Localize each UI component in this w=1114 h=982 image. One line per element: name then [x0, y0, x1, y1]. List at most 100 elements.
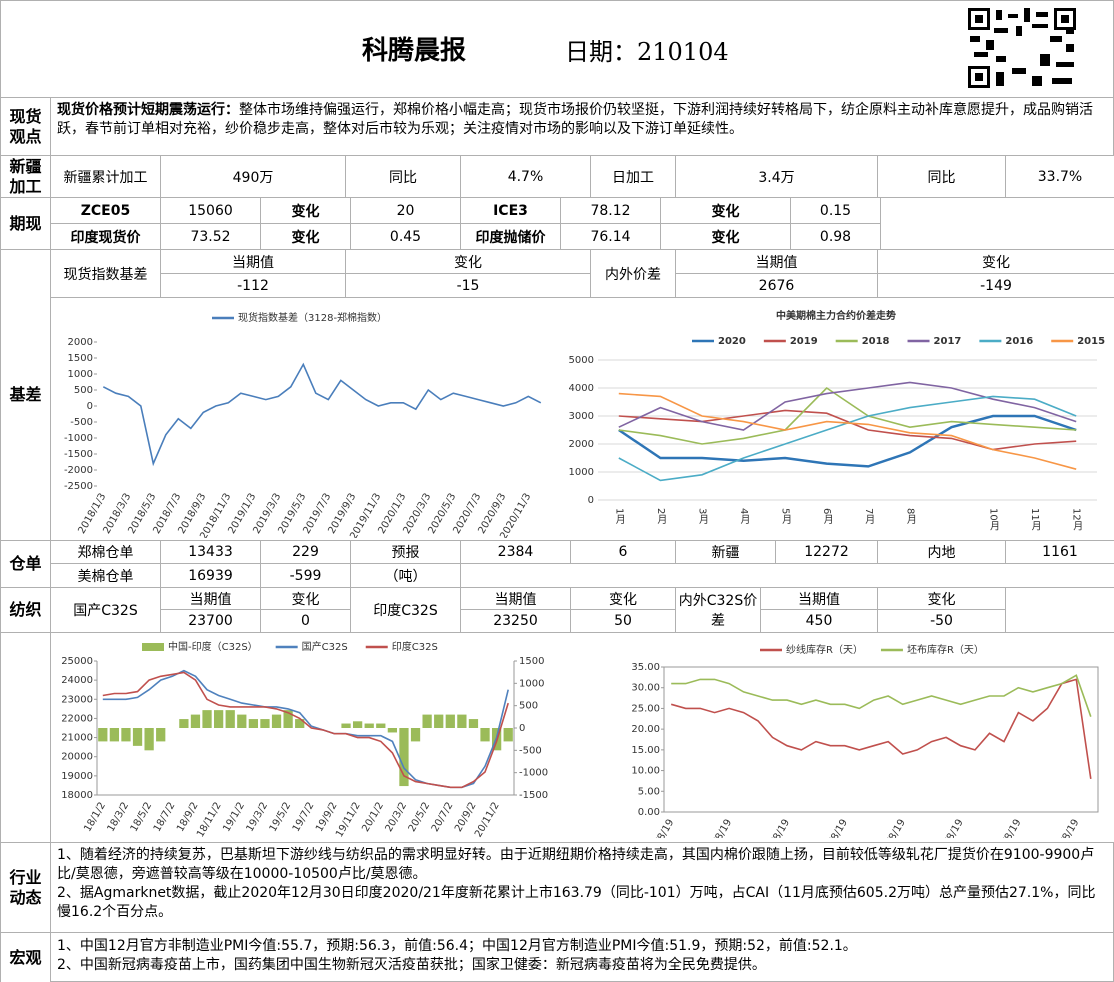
cell: 国产C32S: [50, 587, 161, 633]
cell: 0.15: [790, 197, 881, 224]
section-label: 新疆加工: [0, 155, 51, 198]
cell: 日加工: [590, 155, 676, 198]
cell: 1161: [1005, 540, 1114, 564]
x-tick-label: 20/1/2: [360, 801, 386, 834]
y-tick-label: 30.00: [631, 683, 660, 694]
bar: [387, 728, 398, 733]
view-body: 整体市场维持偏强运行，郑棉价格小幅走高；现货市场报价仍较坚挺，下游利润持续好转格…: [57, 102, 1093, 137]
x-tick-label: 14/8/19: [705, 818, 734, 839]
y-tick-label: -2500: [64, 481, 93, 492]
y-tick-label: 2000: [68, 337, 93, 348]
cell: 450: [760, 609, 878, 633]
bar: [399, 728, 409, 787]
bar: [213, 710, 224, 728]
cell: 4.7%: [460, 155, 591, 198]
cell: 同比: [345, 155, 461, 198]
x-tick-label: 3月: [696, 508, 708, 525]
bar: [190, 714, 201, 728]
cell: 50: [570, 609, 676, 633]
bar: [445, 714, 455, 728]
x-tick-label: 18/3/2: [106, 801, 132, 834]
cell: 0: [260, 609, 351, 633]
header: [0, 0, 1114, 98]
bar: [364, 723, 374, 728]
legend-label: 2017: [934, 336, 962, 347]
cell: 33.7%: [1005, 155, 1114, 198]
bar: [248, 719, 259, 728]
x-tick-label: 1月: [613, 508, 625, 525]
line: [102, 671, 509, 789]
cell-frame: [460, 563, 1114, 588]
y-tick-label: 25.00: [631, 703, 660, 714]
news-item: 1、随着经济的持续复苏，巴基斯坦下游纱线与纺织品的需求明显好转。由于近期纽期价格…: [57, 847, 1095, 882]
x-tick-label: 10月: [988, 508, 1000, 532]
x-tick-label: 20/3/2: [384, 801, 410, 834]
cell: 内外价差: [590, 249, 676, 298]
y-tick-label: 5000: [569, 355, 594, 366]
bar: [179, 719, 189, 728]
bar: [202, 710, 212, 728]
x-tick-label: 8月: [904, 508, 916, 525]
cell: 现货指数基差: [50, 249, 161, 298]
cell: 内地: [877, 540, 1006, 564]
cell-frame: [880, 197, 1114, 250]
y-tick-label: 19000: [61, 771, 93, 782]
x-tick-label: 19/7/2: [291, 801, 317, 834]
y-tick-label: 1000: [68, 369, 93, 380]
cell: 同比: [877, 155, 1006, 198]
macro-item: 2、中国新冠病毒疫苗上市，国药集团中国生物新冠灭活疫苗获批；国家卫健委：新冠病毒…: [57, 957, 766, 973]
y-tick-label: 1000: [569, 467, 594, 478]
bar: [121, 728, 131, 742]
cell: 郑棉仓单: [50, 540, 161, 564]
legend-label: 印度C32S: [392, 640, 438, 653]
cell: 印度抛储价: [460, 223, 561, 250]
y-tick-label: 35.00: [631, 662, 660, 673]
cell: 变化: [260, 223, 351, 250]
line: [618, 414, 1077, 468]
line: [618, 392, 1077, 470]
section-label: 现货观点: [0, 97, 51, 156]
legend-label: 2018: [862, 336, 890, 347]
cell: 0.98: [790, 223, 881, 250]
y-tick-label: 24000: [61, 675, 93, 686]
x-tick-label: 17/8/19: [879, 818, 908, 839]
legend-label: 国产C32S: [302, 640, 348, 653]
x-tick-label: 4月: [738, 508, 750, 525]
y2-tick-label: -1000: [519, 768, 548, 779]
bar: [341, 723, 351, 728]
cell: 变化: [660, 197, 791, 224]
y-tick-label: 4000: [569, 383, 594, 394]
cell: 变化: [570, 587, 676, 610]
cell: 新疆累计加工: [50, 155, 161, 198]
y-tick-label: 500: [74, 385, 93, 396]
cell: 76.14: [560, 223, 661, 250]
bar: [283, 710, 293, 728]
y-tick-label: -500: [70, 417, 93, 428]
section-label: 纺织: [0, 587, 51, 633]
x-tick-label: 20/8/19: [1053, 818, 1082, 839]
macro-item: 1、中国12月官方非制造业PMI今值:55.7，预期:56.3，前值:56.4；…: [57, 938, 857, 954]
title: 科腾晨报: [362, 36, 467, 66]
cell: 73.52: [160, 223, 261, 250]
x-tick-label: 20/7/2: [430, 801, 456, 834]
line: [670, 678, 1092, 780]
cell: 23250: [460, 609, 571, 633]
cell: ICE3: [460, 197, 561, 224]
x-tick-label: 11月: [1029, 508, 1041, 532]
cell: 变化: [877, 587, 1006, 610]
y2-tick-label: -1500: [519, 790, 548, 801]
cell: 印度现货价: [50, 223, 161, 250]
line: [618, 409, 1077, 451]
x-tick-label: 18/8/19: [937, 818, 966, 839]
view-text: 现货价格预计短期震荡运行：整体市场维持偏强运行，郑棉价格小幅走高；现货市场报价仍…: [50, 97, 1114, 156]
x-tick-label: 13/8/19: [648, 818, 677, 839]
legend-label: 2020: [718, 336, 746, 347]
cell: 变化: [877, 249, 1114, 274]
cell: 229: [260, 540, 351, 564]
cell: -599: [260, 563, 351, 588]
y-tick-label: -1000: [64, 433, 93, 444]
cell-frame: [50, 632, 1114, 843]
y2-tick-label: 0: [519, 723, 525, 734]
chart: 中美期棉主力合约价差走势 0 1000 2000 3000 4000 5000 1月 2月 3月 4…: [569, 309, 1106, 532]
